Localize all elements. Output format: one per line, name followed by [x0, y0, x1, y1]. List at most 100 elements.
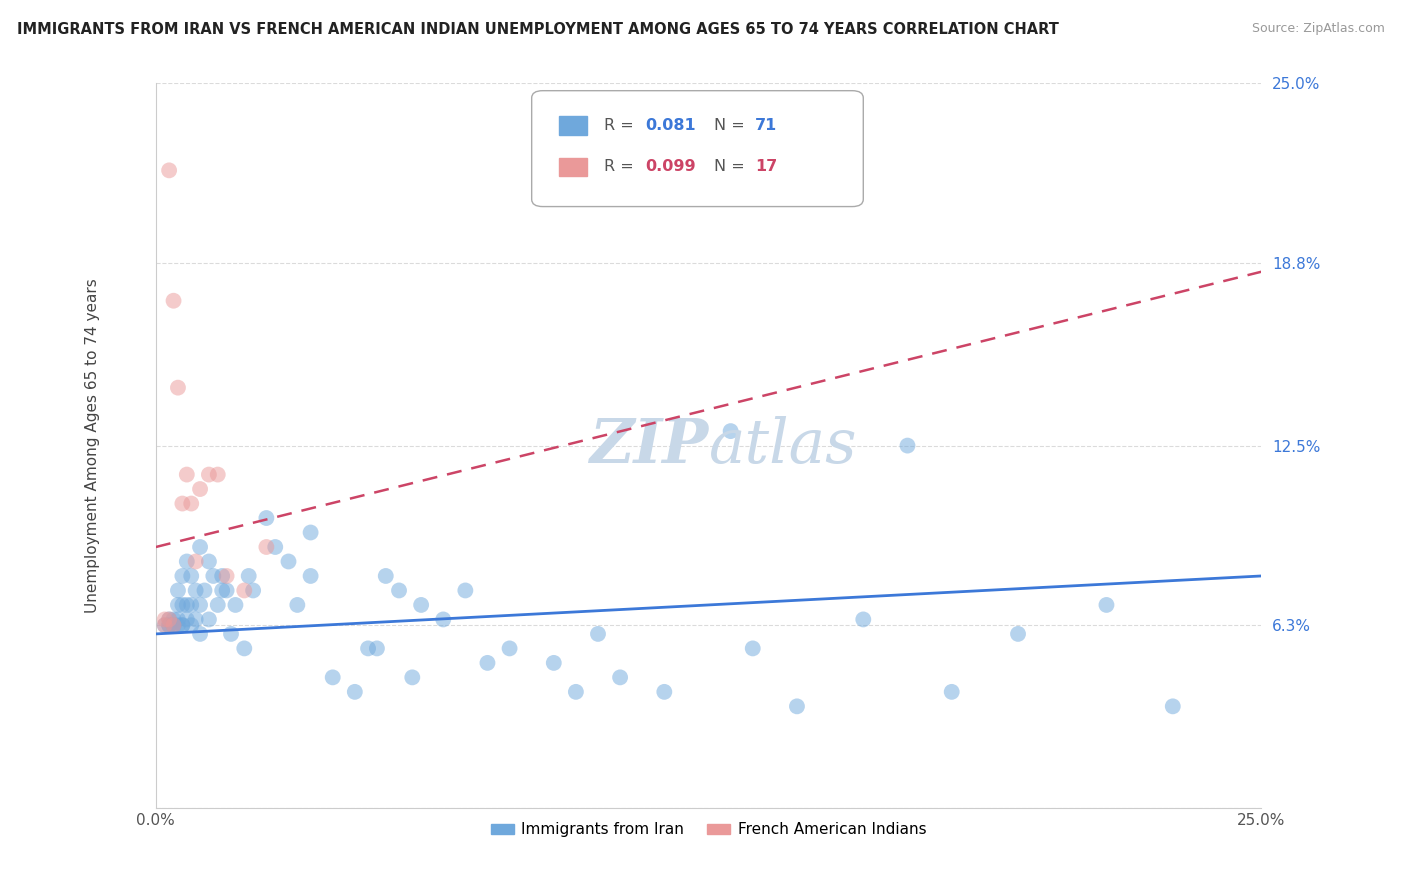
Bar — [560, 158, 586, 176]
Point — [167, 583, 190, 598]
Legend: Immigrants from Iran, French American Indians: Immigrants from Iran, French American In… — [485, 816, 932, 844]
Point — [609, 670, 631, 684]
Point — [401, 670, 423, 684]
Point — [238, 569, 260, 583]
Text: N =: N = — [714, 118, 749, 133]
Point — [172, 569, 194, 583]
Point — [167, 612, 190, 626]
Point — [188, 627, 211, 641]
Point — [176, 598, 198, 612]
Point — [277, 554, 299, 568]
Point — [207, 467, 229, 482]
Point — [543, 656, 565, 670]
Point — [157, 618, 180, 632]
Text: N =: N = — [714, 160, 749, 174]
Text: 71: 71 — [755, 118, 778, 133]
Point — [211, 583, 233, 598]
Bar — [560, 116, 586, 135]
Point — [188, 482, 211, 496]
Text: 0.081: 0.081 — [645, 118, 696, 133]
Point — [157, 612, 180, 626]
Point — [343, 685, 366, 699]
Point — [193, 583, 215, 598]
Point — [852, 612, 875, 626]
Point — [180, 598, 202, 612]
Point — [162, 618, 184, 632]
Point — [498, 641, 520, 656]
Point — [254, 511, 277, 525]
Point — [153, 612, 176, 626]
Point — [215, 569, 238, 583]
Text: ZIP: ZIP — [589, 416, 709, 475]
Point — [157, 618, 180, 632]
Point — [1007, 627, 1029, 641]
Y-axis label: Unemployment Among Ages 65 to 74 years: Unemployment Among Ages 65 to 74 years — [86, 278, 100, 613]
Point — [184, 583, 207, 598]
Point — [176, 554, 198, 568]
Point — [176, 467, 198, 482]
Point — [652, 685, 675, 699]
Point — [172, 598, 194, 612]
Point — [207, 598, 229, 612]
Point — [198, 612, 221, 626]
Point — [219, 627, 242, 641]
Point — [180, 497, 202, 511]
Text: Source: ZipAtlas.com: Source: ZipAtlas.com — [1251, 22, 1385, 36]
Text: atlas: atlas — [709, 416, 858, 475]
Point — [454, 583, 477, 598]
Point — [211, 569, 233, 583]
Point — [299, 525, 322, 540]
Point — [285, 598, 308, 612]
Point — [254, 540, 277, 554]
Point — [1095, 598, 1118, 612]
Point — [1161, 699, 1184, 714]
Text: 17: 17 — [755, 160, 778, 174]
Point — [172, 618, 194, 632]
Point — [162, 618, 184, 632]
Point — [366, 641, 388, 656]
Point — [233, 641, 256, 656]
FancyBboxPatch shape — [531, 91, 863, 207]
Point — [162, 293, 184, 308]
Point — [233, 583, 256, 598]
Point — [162, 618, 184, 632]
Text: 0.099: 0.099 — [645, 160, 696, 174]
Point — [184, 554, 207, 568]
Point — [242, 583, 264, 598]
Point — [198, 554, 221, 568]
Point — [388, 583, 411, 598]
Point — [720, 424, 742, 438]
Point — [198, 467, 221, 482]
Point — [172, 497, 194, 511]
Point — [896, 439, 918, 453]
Point — [477, 656, 499, 670]
Point — [162, 612, 184, 626]
Point — [157, 612, 180, 626]
Point — [176, 612, 198, 626]
Point — [565, 685, 588, 699]
Point — [786, 699, 808, 714]
Point — [299, 569, 322, 583]
Point — [188, 598, 211, 612]
Text: R =: R = — [603, 118, 638, 133]
Point — [188, 540, 211, 554]
Point — [586, 627, 609, 641]
Point — [167, 598, 190, 612]
Point — [357, 641, 380, 656]
Point — [374, 569, 396, 583]
Point — [941, 685, 963, 699]
Point — [153, 618, 176, 632]
Text: IMMIGRANTS FROM IRAN VS FRENCH AMERICAN INDIAN UNEMPLOYMENT AMONG AGES 65 TO 74 : IMMIGRANTS FROM IRAN VS FRENCH AMERICAN … — [17, 22, 1059, 37]
Point — [180, 569, 202, 583]
Text: R =: R = — [603, 160, 638, 174]
Point — [264, 540, 287, 554]
Point — [184, 612, 207, 626]
Point — [172, 618, 194, 632]
Point — [167, 381, 190, 395]
Point — [157, 163, 180, 178]
Point — [180, 618, 202, 632]
Point — [215, 583, 238, 598]
Point — [322, 670, 344, 684]
Point — [411, 598, 433, 612]
Point — [202, 569, 225, 583]
